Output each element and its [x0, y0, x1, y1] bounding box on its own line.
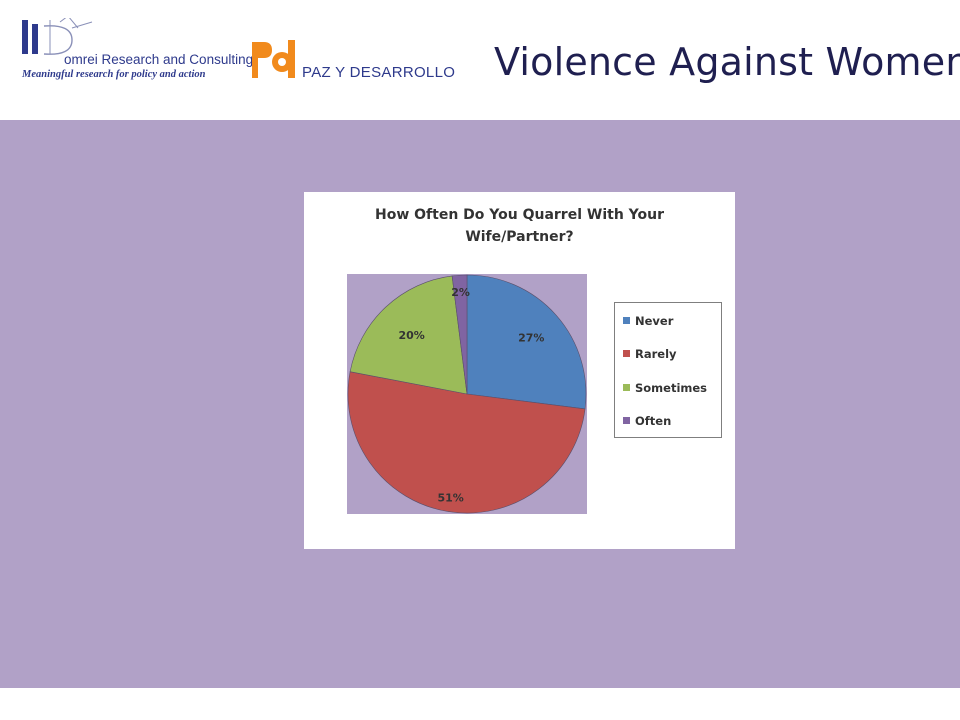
legend-label-rarely: Rarely [635, 347, 677, 361]
chart-title-line-2: Wife/Partner? [465, 229, 574, 245]
domrei-logo-tagline: Meaningful research for policy and actio… [22, 69, 206, 80]
data-label-sometimes: 20% [398, 329, 424, 342]
pie-slice-rarely [347, 371, 586, 514]
domrei-logo-name: omrei Research and Consulting [64, 52, 254, 67]
plot-area: 27% 51% 20% 2% [347, 274, 587, 514]
legend-swatch-often [623, 417, 630, 424]
legend-swatch-rarely [623, 350, 630, 357]
data-label-often: 2% [451, 286, 470, 299]
pie-slice-never [466, 274, 587, 410]
data-label-never: 27% [518, 331, 544, 344]
data-label-rarely: 51% [437, 491, 463, 504]
pie-chart: 27% 51% 20% 2% [347, 274, 587, 514]
domrei-logo: omrei Research and Consulting Meaningful… [20, 18, 254, 88]
chart-title-line-1: How Often Do You Quarrel With Your [375, 207, 664, 223]
legend-label-often: Often [635, 414, 672, 428]
chart-legend: Never Rarely Sometimes Often [614, 302, 722, 438]
pie-slice-sometimes [349, 275, 468, 395]
domrei-logo-mark [22, 18, 93, 55]
pie-slice-often [451, 274, 468, 395]
legend-label-sometimes: Sometimes [635, 381, 708, 395]
slide-footer-band [0, 688, 960, 720]
slide-title: Violence Against Women [494, 40, 960, 84]
slide-header: omrei Research and Consulting Meaningful… [0, 0, 960, 120]
chart-title: How Often Do You Quarrel With Your Wife/… [304, 204, 735, 248]
legend-swatch-sometimes [623, 384, 630, 391]
pd-logo-text: PAZ Y DESARROLLO [302, 64, 456, 81]
pd-logo-mark [252, 40, 295, 78]
paz-y-desarrollo-logo: PAZ Y DESARROLLO [250, 38, 460, 84]
legend-swatch-never [623, 317, 630, 324]
legend-label-never: Never [635, 314, 674, 328]
chart-container: How Often Do You Quarrel With Your Wife/… [304, 192, 735, 549]
